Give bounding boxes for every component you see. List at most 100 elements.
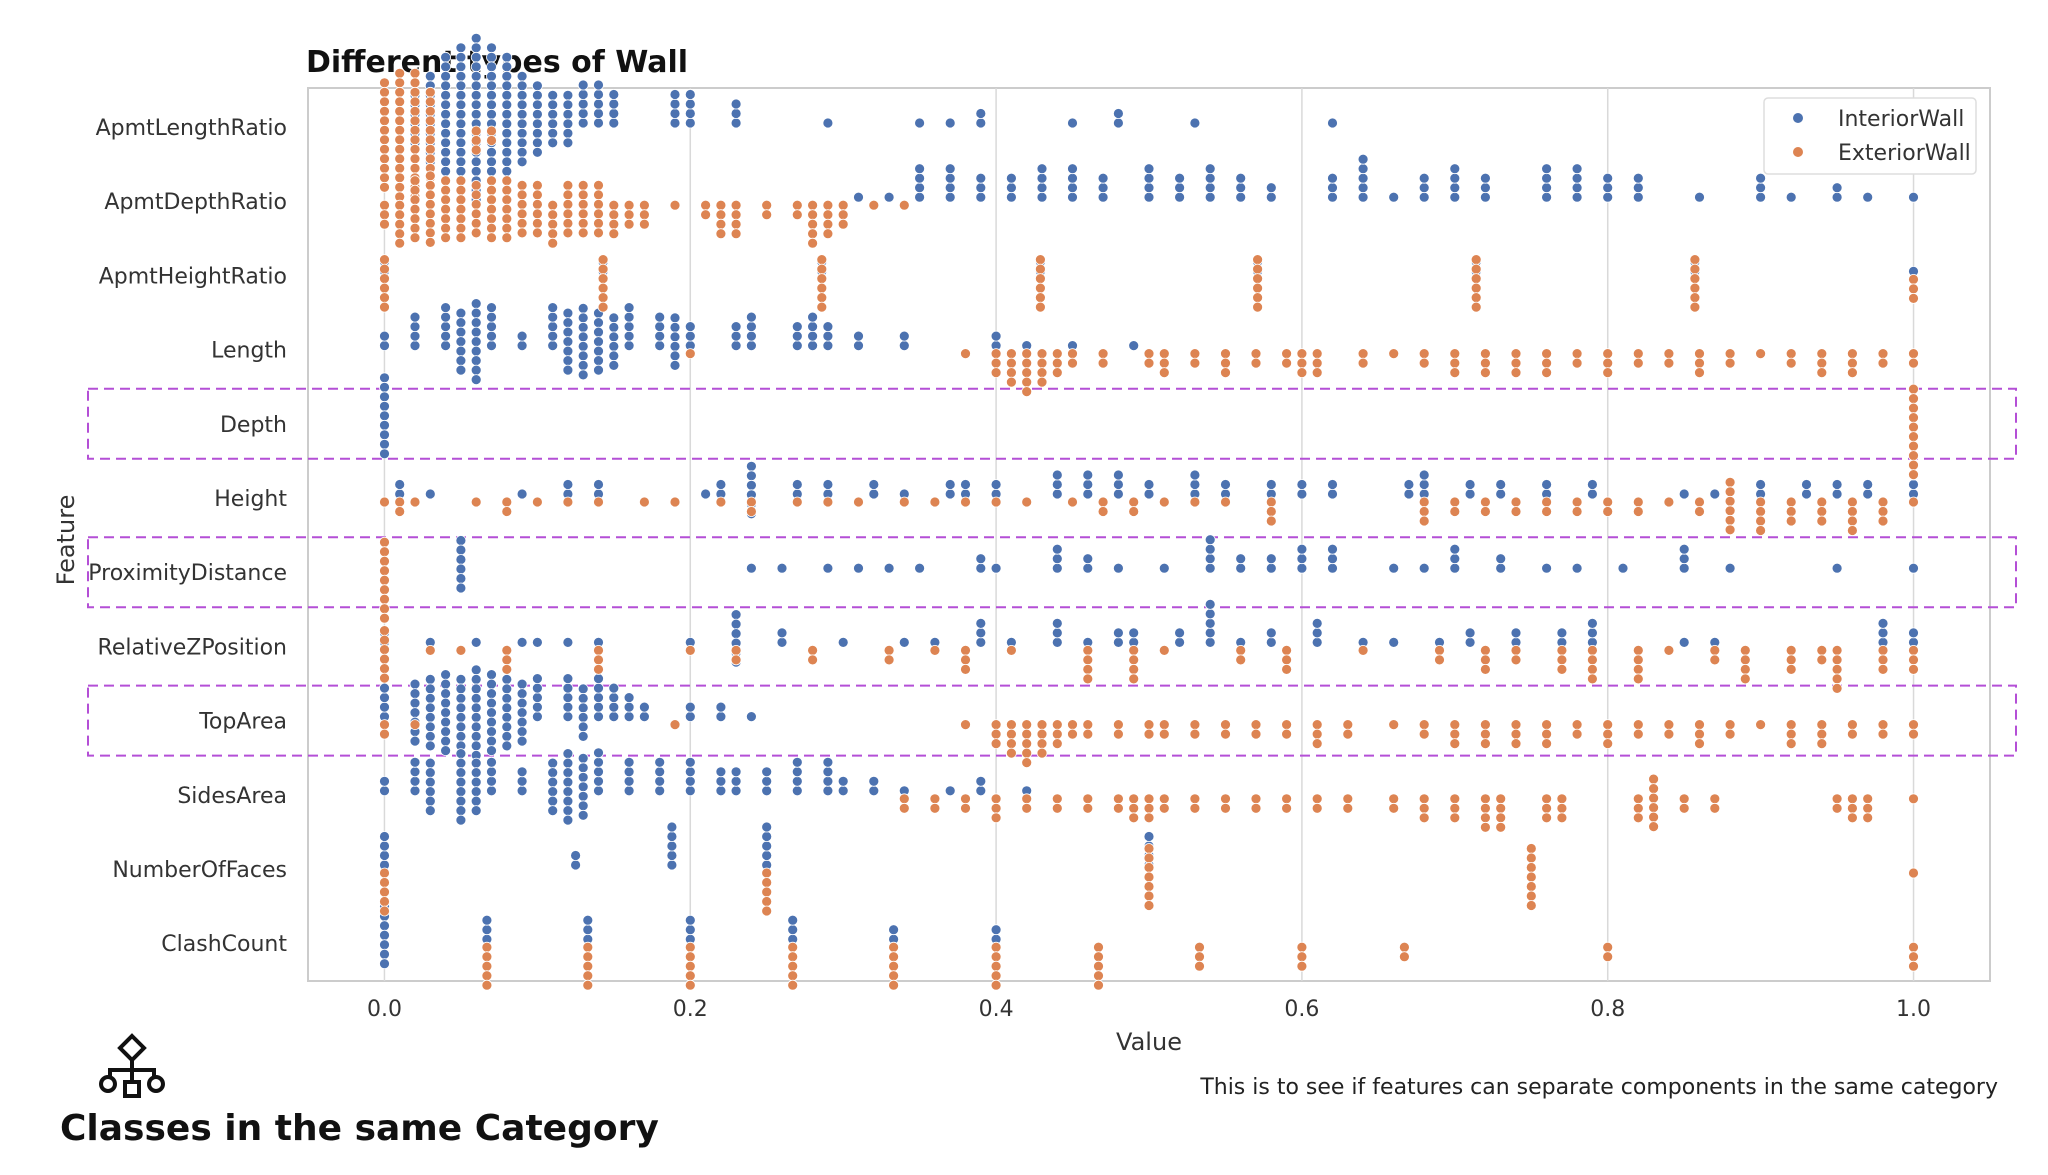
point-exteriorwall-numberoffaces: [1143, 890, 1155, 902]
point-interiorwall-apmtlengthratio: [440, 99, 452, 111]
point-exteriorwall-sidesarea: [1480, 821, 1491, 833]
point-exteriorwall-apmtdepthratio: [455, 194, 467, 206]
point-interiorwall-apmtdepthratio: [1541, 163, 1552, 175]
point-exteriorwall-relativezposition: [1510, 645, 1522, 656]
point-exteriorwall-height: [1571, 506, 1583, 517]
point-interiorwall-length: [654, 321, 666, 333]
point-interiorwall-length: [470, 317, 482, 329]
point-exteriorwall-height: [1571, 496, 1583, 508]
point-exteriorwall-sidesarea: [1189, 793, 1201, 805]
point-interiorwall-toparea: [409, 688, 421, 699]
point-exteriorwall-height: [1816, 515, 1828, 527]
point-interiorwall-relativezposition: [975, 637, 987, 648]
point-exteriorwall-clashcount: [990, 941, 1002, 953]
point-exteriorwall-relativezposition: [501, 654, 513, 666]
point-exteriorwall-apmtdepthratio: [562, 217, 574, 229]
point-interiorwall-toparea: [486, 688, 497, 699]
point-interiorwall-proximitydistance: [1449, 543, 1461, 555]
point-interiorwall-numberoffaces: [379, 840, 390, 852]
point-interiorwall-height: [1051, 469, 1063, 481]
point-exteriorwall-clashcount: [481, 979, 493, 991]
point-exteriorwall-apmtheightratio: [379, 263, 390, 275]
point-exteriorwall-apmtlengthratio: [379, 86, 390, 98]
point-interiorwall-toparea: [608, 701, 620, 713]
point-exteriorwall-length: [1541, 357, 1552, 369]
point-exteriorwall-length: [1785, 348, 1797, 360]
point-exteriorwall-relativezposition: [1632, 645, 1644, 656]
point-interiorwall-apmtlengthratio: [455, 99, 467, 111]
point-exteriorwall-apmtlengthratio: [394, 124, 406, 136]
point-interiorwall-length: [654, 311, 666, 323]
point-interiorwall-sidesarea: [577, 752, 589, 764]
point-interiorwall-apmtlengthratio: [440, 61, 452, 73]
point-exteriorwall-apmtlengthratio: [424, 115, 436, 127]
point-exteriorwall-length: [1250, 348, 1262, 360]
point-interiorwall-height: [1495, 488, 1507, 500]
point-exteriorwall-apmtheightratio: [597, 301, 609, 313]
point-interiorwall-sidesarea: [455, 757, 467, 769]
point-interiorwall-depth: [379, 391, 390, 403]
point-exteriorwall-sidesarea: [1082, 793, 1094, 805]
point-exteriorwall-apmtdepthratio: [409, 232, 421, 244]
point-exteriorwall-apmtdepthratio: [470, 227, 482, 239]
point-interiorwall-clashcount: [684, 924, 696, 936]
point-interiorwall-apmtdepthratio: [1357, 191, 1369, 203]
point-exteriorwall-toparea: [1541, 728, 1552, 740]
point-exteriorwall-apmtdepthratio: [424, 217, 436, 229]
y-tick-label-proximitydistance: ProximityDistance: [88, 561, 287, 586]
point-exteriorwall-proximitydistance: [379, 536, 390, 548]
point-exteriorwall-sidesarea: [1449, 812, 1461, 824]
point-interiorwall-apmtlengthratio: [440, 70, 452, 82]
point-interiorwall-length: [486, 330, 497, 342]
point-interiorwall-relativezposition: [1464, 637, 1476, 648]
point-exteriorwall-relativezposition: [960, 664, 971, 675]
point-exteriorwall-sidesarea: [1250, 802, 1262, 814]
point-interiorwall-length: [684, 330, 696, 342]
point-interiorwall-height: [1265, 479, 1277, 490]
point-exteriorwall-proximitydistance: [379, 565, 390, 577]
point-exteriorwall-height: [1449, 496, 1461, 508]
point-exteriorwall-sidesarea: [1556, 802, 1568, 814]
point-exteriorwall-height: [853, 496, 864, 508]
point-exteriorwall-numberoffaces: [1143, 871, 1155, 883]
point-exteriorwall-clashcount: [990, 960, 1002, 972]
point-interiorwall-numberoffaces: [666, 840, 678, 852]
point-interiorwall-relativezposition: [1587, 618, 1598, 629]
point-exteriorwall-relativezposition: [1480, 654, 1491, 666]
point-interiorwall-length: [654, 340, 666, 352]
point-exteriorwall-apmtlengthratio: [394, 143, 406, 155]
point-interiorwall-length: [608, 350, 620, 362]
point-exteriorwall-clashcount: [582, 941, 594, 953]
point-interiorwall-apmtlengthratio: [455, 61, 467, 73]
point-interiorwall-sidesarea: [424, 786, 436, 797]
point-interiorwall-apmtlengthratio: [975, 108, 987, 119]
point-exteriorwall-height: [1755, 506, 1766, 517]
point-exteriorwall-apmtlengthratio: [409, 67, 421, 79]
point-exteriorwall-numberoffaces: [1525, 890, 1537, 902]
point-exteriorwall-height: [1097, 496, 1109, 508]
point-exteriorwall-clashcount: [888, 970, 899, 982]
point-interiorwall-sidesarea: [379, 775, 390, 787]
point-interiorwall-clashcount: [787, 914, 799, 926]
point-interiorwall-length: [486, 321, 497, 333]
point-exteriorwall-numberoffaces: [761, 877, 773, 888]
point-exteriorwall-clashcount: [1093, 941, 1104, 953]
point-exteriorwall-length: [1296, 357, 1308, 369]
point-interiorwall-sidesarea: [455, 805, 467, 816]
point-exteriorwall-numberoffaces: [1143, 881, 1155, 892]
point-exteriorwall-length: [1877, 357, 1889, 369]
point-interiorwall-clashcount: [379, 958, 390, 970]
point-exteriorwall-sidesarea: [1051, 793, 1063, 805]
point-interiorwall-depth: [379, 381, 390, 393]
point-interiorwall-sidesarea: [868, 785, 880, 797]
point-exteriorwall-apmtdepthratio: [608, 228, 620, 240]
point-exteriorwall-apmtdepthratio: [440, 194, 452, 206]
legend-label-interiorwall: InteriorWall: [1838, 107, 1964, 132]
point-exteriorwall-sidesarea: [1847, 793, 1858, 805]
point-interiorwall-relativezposition: [1265, 637, 1277, 648]
point-interiorwall-sidesarea: [684, 785, 696, 797]
point-exteriorwall-apmtlengthratio: [409, 86, 421, 98]
x-tick-label: 0.0: [367, 997, 402, 1022]
point-exteriorwall-length: [1847, 367, 1858, 379]
point-exteriorwall-relativezposition: [1663, 645, 1675, 656]
